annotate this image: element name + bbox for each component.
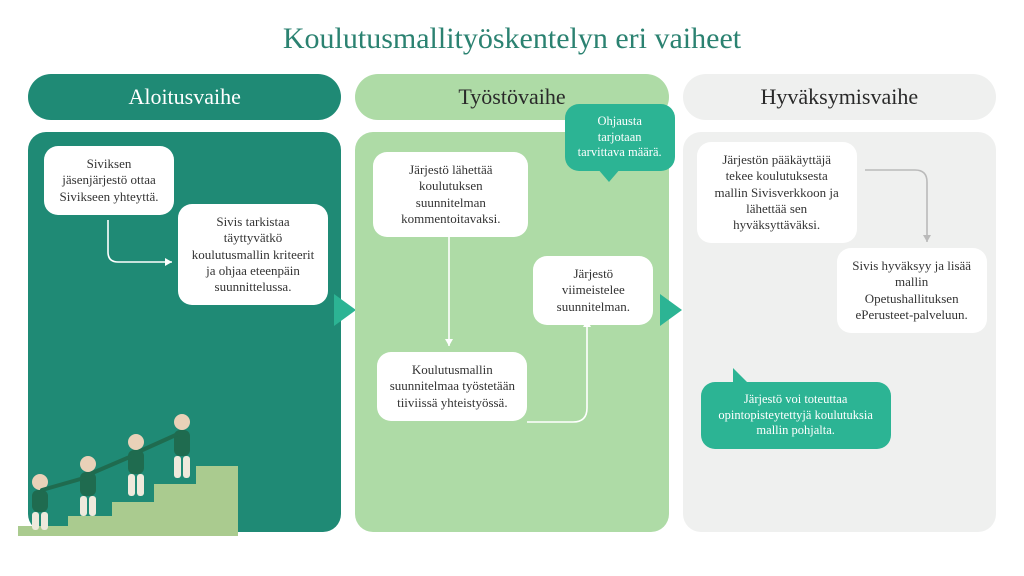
bubble-guidance: Ohjausta tarjotaan tarvittava määrä. [565, 104, 675, 171]
box-start-1: Siviksen jäsenjärjestö ottaa Sivikseen y… [44, 146, 174, 215]
column-start: Aloitusvaihe Siviksen jäsenjärjestö otta… [28, 74, 341, 532]
bubble-implement: Järjestö voi toteuttaa opintopisteytetty… [701, 382, 891, 449]
column-work: Työstövaihe Järjestö lähettää koulutukse… [355, 74, 668, 532]
columns-container: Aloitusvaihe Siviksen jäsenjärjestö otta… [0, 56, 1024, 532]
box-approval-1: Järjestön pääkäyttäjä tekee koulutuksest… [697, 142, 857, 243]
connector-start [98, 212, 188, 282]
column-approval: Hyväksymisvaihe Järjestön pääkäyttäjä te… [683, 74, 996, 532]
connector-approval [861, 160, 941, 252]
arrow-2 [660, 294, 682, 326]
panel-approval: Järjestön pääkäyttäjä tekee koulutuksest… [683, 132, 996, 532]
connector-work-down [437, 224, 467, 354]
stairs-illustration [18, 366, 238, 536]
box-approval-2: Sivis hyväksyy ja lisää mallin Opetushal… [837, 248, 987, 333]
page-title: Koulutusmallityöskentelyn eri vaiheet [0, 0, 1024, 56]
header-approval: Hyväksymisvaihe [683, 74, 996, 120]
arrow-1 [334, 294, 356, 326]
header-start: Aloitusvaihe [28, 74, 341, 120]
box-work-2: Koulutusmallin suunnitelmaa työstetään t… [377, 352, 527, 421]
box-start-2: Sivis tarkistaa täyttyvätkö koulutusmall… [178, 204, 328, 305]
connector-work-up [523, 312, 603, 432]
panel-work: Järjestö lähettää koulutuksen suunnitelm… [355, 132, 668, 532]
panel-start: Siviksen jäsenjärjestö ottaa Sivikseen y… [28, 132, 341, 532]
